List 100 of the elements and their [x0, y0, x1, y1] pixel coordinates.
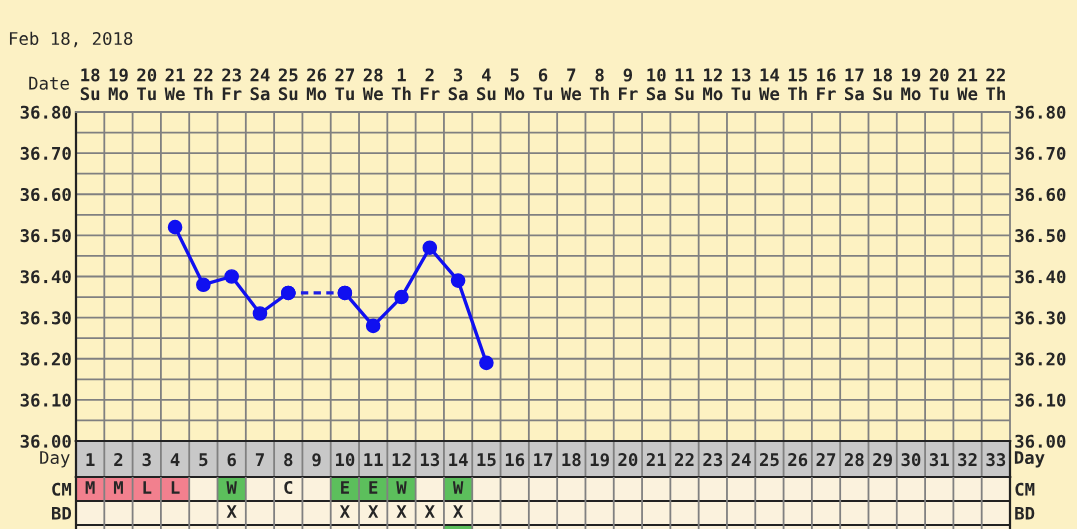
y-tick-label: 36.10	[20, 393, 71, 407]
text: E	[369, 481, 378, 494]
y-tick-label: 36.50	[20, 229, 71, 243]
x2-tick-label: 11 Su	[675, 68, 695, 101]
text: E	[341, 481, 349, 494]
x2-tick-label: 6 Tu	[533, 68, 552, 101]
x-tick-label: 22	[675, 453, 694, 466]
text: X	[453, 505, 464, 518]
text: C	[284, 480, 293, 495]
x-tick-label: 26	[788, 453, 808, 467]
x-tick-label: 3	[142, 453, 151, 467]
x2-tick-label: 12 Mo	[703, 68, 723, 101]
x2-tick-label: 28 We	[362, 68, 383, 101]
y2-tick-label: 36.60	[1015, 187, 1066, 202]
x2-tick-label: 8 Th	[589, 68, 609, 101]
text: M	[85, 481, 95, 494]
x2-tick-label: 20 Tu	[929, 68, 949, 101]
x2-tick-label: 3 Sa	[448, 68, 468, 101]
text: M	[113, 481, 123, 494]
x-tick-label: 10	[336, 453, 355, 467]
category-label: CM	[1015, 482, 1035, 496]
x2-tick-label: 20 Tu	[137, 68, 157, 101]
x2-tick-label: 26 Mo	[306, 68, 327, 101]
text: W	[226, 481, 237, 494]
text: L	[143, 481, 152, 494]
y2-tick-label: 36.00	[1015, 434, 1066, 448]
x-tick-label: 30	[901, 453, 921, 467]
y-tick-label: 36.30	[20, 311, 71, 325]
x2-tick-label: 2 Fr	[420, 68, 440, 101]
x-tick-label: 25	[759, 453, 779, 467]
y-tick-label: 36.60	[20, 187, 71, 202]
category-label: CM	[52, 482, 72, 496]
y2-tick-label: 36.70	[1015, 146, 1066, 160]
x2-tick-label: 1 Th	[391, 68, 411, 101]
x-tick-label: 29	[873, 453, 892, 467]
x2-tick-label: 21 We	[957, 68, 978, 101]
x2-tick-label: 19 Mo	[901, 68, 921, 101]
category-label: BD	[1015, 506, 1035, 520]
text: L	[171, 481, 180, 494]
x2-tick-label: 7 We	[560, 68, 582, 101]
x-tick-label: 7	[255, 453, 264, 466]
x-tick-label: 27	[816, 453, 836, 466]
x-tick-label: 9	[312, 453, 321, 467]
chart-title: Feb 18, 2018	[9, 31, 133, 48]
x2-tick-label: 14 We	[758, 68, 780, 101]
text: X	[226, 505, 237, 518]
x2-tick-label: 22 Th	[986, 68, 1005, 101]
y2-tick-label: 36.30	[1015, 311, 1066, 325]
x2-tick-label: 19 Mo	[108, 68, 129, 101]
text: W	[396, 481, 407, 494]
y-tick-label: 36.40	[20, 270, 71, 284]
x2-tick-label: 25 Su	[278, 68, 298, 101]
x-tick-label: 5	[199, 453, 208, 467]
x-tick-label: 13	[420, 453, 440, 467]
x2-tick-label: 4 Su	[477, 68, 496, 101]
category-label: BD	[51, 506, 72, 520]
x-tick-label: 17	[534, 453, 553, 466]
x2-tick-label: 16 Fr	[817, 68, 836, 101]
x2-tick-label: 27 Tu	[335, 68, 355, 101]
text: X	[424, 505, 435, 518]
x2-tick-label: 23 Fr	[222, 68, 242, 101]
y2-tick-label: 36.40	[1015, 270, 1066, 284]
x2-tick-label: 9 Fr	[619, 68, 638, 101]
x2-tick-label: 21 We	[164, 68, 185, 101]
x-tick-label: 18	[562, 453, 581, 467]
y2-tick-label: 36.10	[1015, 393, 1066, 407]
x2-tick-label: 24 Sa	[250, 68, 270, 101]
x-axis-title: Day	[1014, 451, 1045, 468]
x2-tick-label: 5 Mo	[504, 68, 525, 101]
x-tick-label: 32	[958, 453, 977, 467]
x-tick-label: 20	[618, 453, 638, 467]
x-tick-label: 15	[477, 453, 496, 467]
x-tick-label: 4	[170, 453, 180, 466]
x-tick-label: 8	[284, 453, 293, 467]
x2-tick-label: 10 Sa	[646, 68, 666, 101]
x2-tick-label: 15 Th	[788, 68, 807, 101]
x-tick-label: 24	[731, 453, 751, 466]
text: X	[368, 505, 379, 518]
y-tick-label: 36.70	[20, 146, 71, 160]
x-tick-label: 6	[227, 453, 236, 467]
x-tick-label: 14	[449, 453, 468, 466]
x-tick-label: 1	[86, 453, 95, 466]
y2-tick-label: 36.80	[1015, 105, 1066, 119]
y2-tick-label: 36.20	[1015, 352, 1066, 366]
x2-tick-label: 18 Su	[873, 68, 892, 101]
x2-tick-label: 17 Sa	[844, 68, 864, 101]
text: X	[396, 505, 407, 518]
y-tick-label: 36.80	[20, 105, 71, 119]
y2-tick-label: 36.50	[1015, 229, 1066, 243]
text: Day	[40, 451, 70, 468]
x-tick-label: 23	[703, 453, 723, 467]
text: X	[339, 505, 350, 518]
x-tick-label: 33	[986, 453, 1006, 467]
x-tick-label: 31	[929, 453, 949, 467]
x-tick-label: 2	[114, 453, 123, 466]
x2-tick-label: 18 Su	[80, 68, 100, 101]
x-tick-label: 28	[844, 453, 864, 467]
x-tick-label: 11	[364, 453, 383, 466]
x-tick-label: 19	[590, 453, 609, 467]
x-tick-label: 12	[392, 453, 411, 466]
